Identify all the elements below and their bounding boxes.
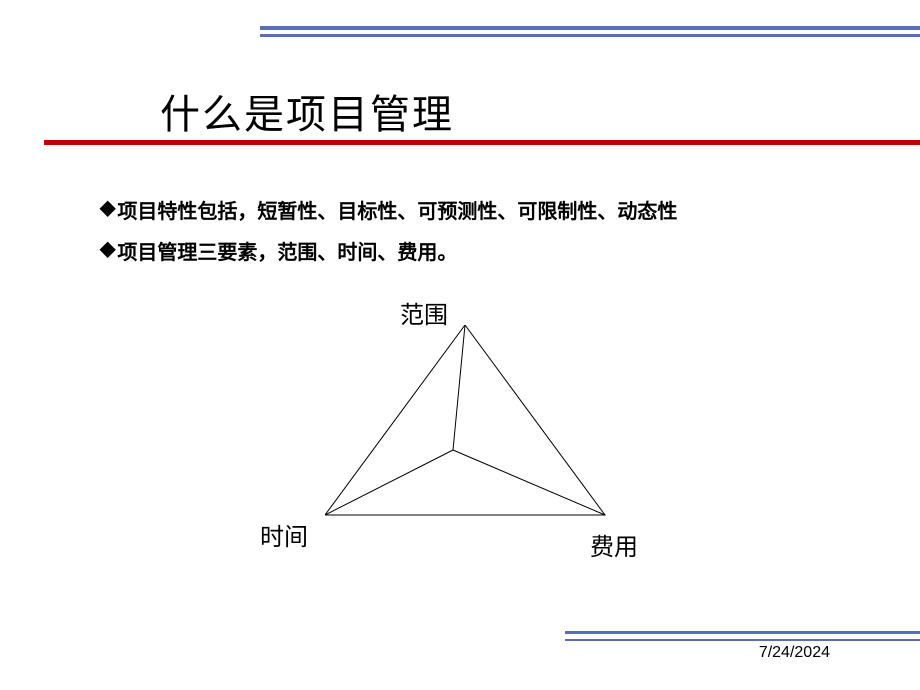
header-line-2 [260,34,920,37]
bullet-text-2: 项目管理三要素，范围、时间、费用。 [117,236,457,265]
header-line-1 [260,26,920,30]
bullet-bold-1: 项目特性包括， [117,201,257,223]
triangle-outline [325,325,605,515]
triangle-edge-top [453,325,465,450]
bullet-text-1: 项目特性包括，短暂性、目标性、可预测性、可限制性、动态性 [117,195,677,224]
diamond-bullet-icon: ◆ [100,195,115,220]
bullet-rest-1: 短暂性、目标性、可预测性、可限制性、动态性 [257,201,677,223]
triangle-diagram: 范围 时间 费用 [260,290,660,570]
footer-line-2 [565,639,920,641]
header-accent-lines [260,26,920,37]
bullet-rest-2: 范围、时间、费用。 [277,242,457,264]
bullet-item-1: ◆ 项目特性包括，短暂性、目标性、可预测性、可限制性、动态性 [100,195,677,224]
bullet-bold-2: 项目管理三要素， [117,242,277,264]
triangle-edge-right [453,450,605,515]
footer-date: 7/24/2024 [759,644,830,662]
slide-title: 什么是项目管理 [0,82,920,140]
triangle-svg [325,325,610,520]
bullet-list: ◆ 项目特性包括，短暂性、目标性、可预测性、可限制性、动态性 ◆ 项目管理三要素… [100,195,677,277]
diagram-label-bottom-left: 时间 [260,517,308,552]
bullet-item-2: ◆ 项目管理三要素，范围、时间、费用。 [100,236,677,265]
triangle-edge-left [325,450,453,515]
diamond-bullet-icon: ◆ [100,236,115,261]
title-section: 什么是项目管理 [0,82,920,140]
diagram-label-bottom-right: 费用 [590,527,638,562]
title-underline [44,140,920,145]
footer-line-1 [565,631,920,634]
